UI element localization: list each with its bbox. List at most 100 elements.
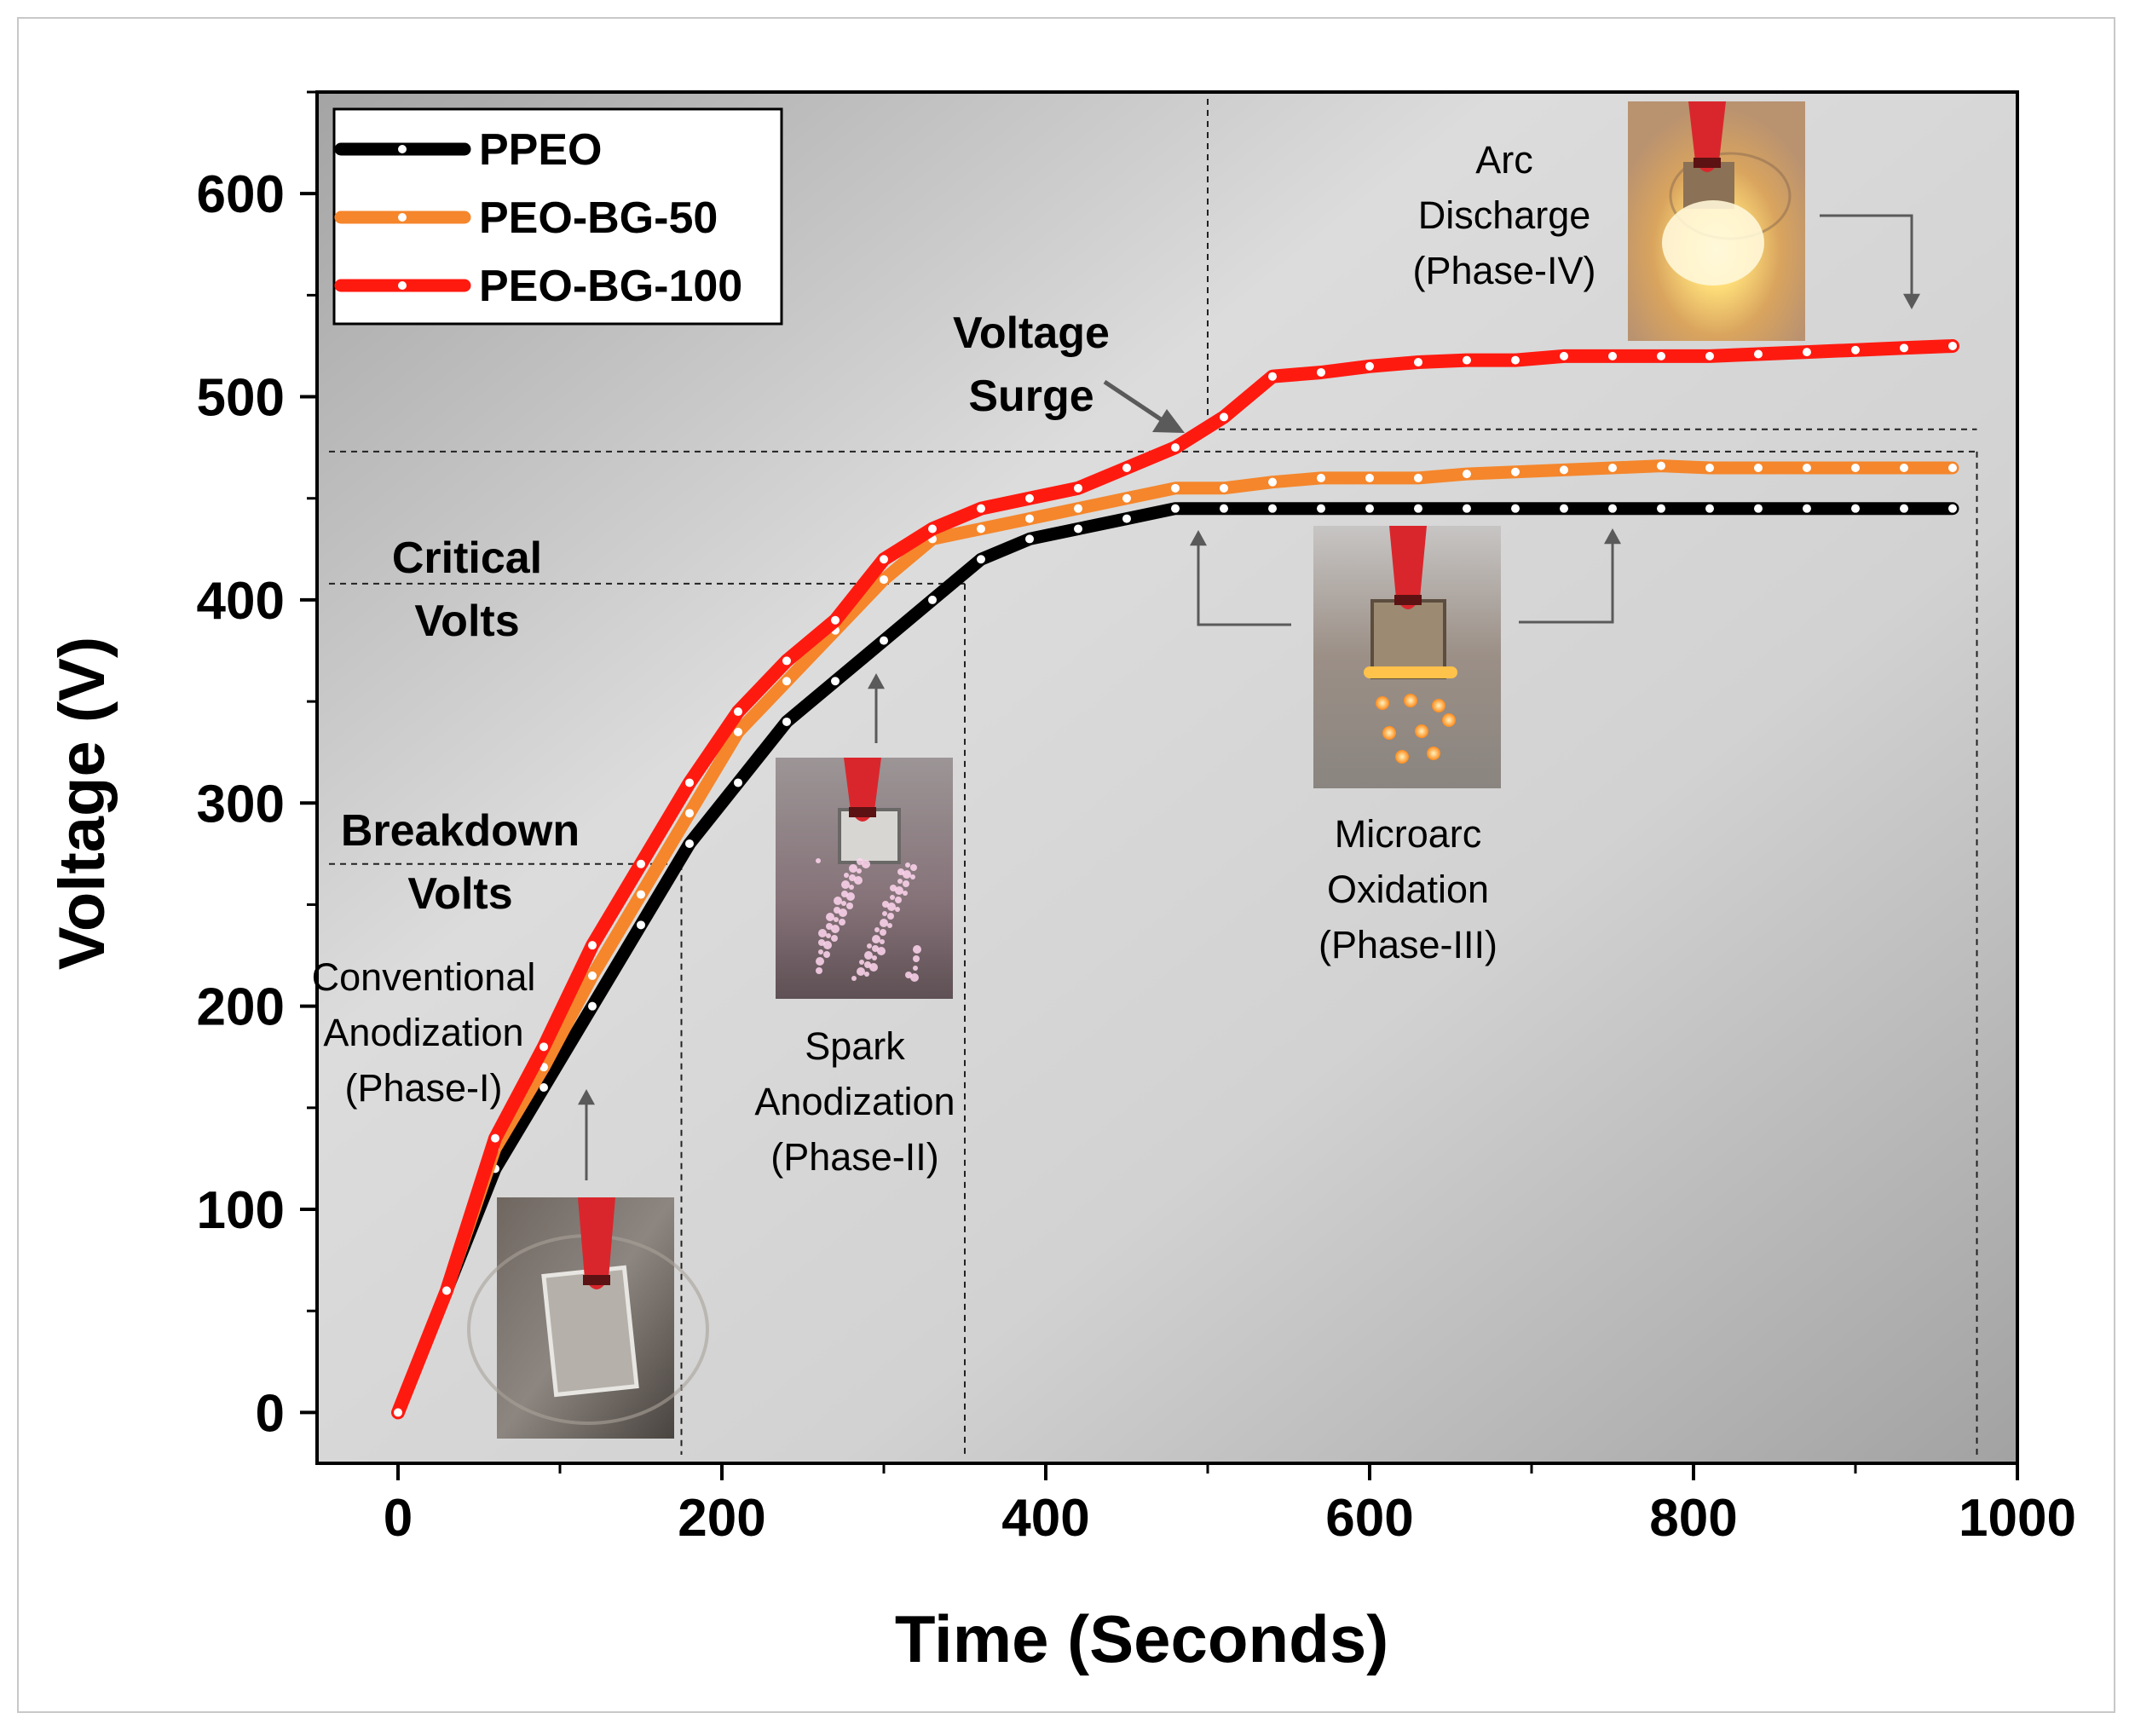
data-point [540,1083,548,1093]
phase-1-photo [467,1197,709,1439]
axes: 0 200 400 600 800 1000 0 100 200 300 400 500 600 Time… [46,90,2076,1676]
data-point [1560,351,1568,360]
x-tick-label: 600 [1325,1489,1413,1548]
data-point [442,1286,451,1295]
arrow-head-icon [1903,293,1920,309]
data-point [1754,504,1763,513]
data-point [782,717,791,726]
data-point [1122,514,1131,523]
data-point [1803,348,1811,357]
data-point [1171,443,1180,453]
data-point [1948,341,1957,350]
data-point [1463,504,1471,513]
legend-marker [398,213,407,222]
figure-frame [17,17,2115,1713]
phase-2-photo [776,758,953,999]
legend-marker [398,145,407,153]
data-point [1511,504,1520,513]
data-point [782,677,791,686]
phase-2-label-line: (Phase-II) [770,1135,939,1179]
legend-entry-peo-bg-50: PEO-BG-50 [334,193,718,243]
legend-marker [398,281,407,290]
data-point [685,809,694,818]
legend-label: PEO-BG-100 [479,262,742,311]
data-point [1268,504,1277,513]
data-point [1851,345,1860,355]
data-point [1025,493,1034,503]
annotations: Breakdown Volts Critical Volts Voltage Surge C… [312,138,1920,1180]
data-point [1705,351,1714,360]
arrow-head-icon [1604,528,1621,545]
data-point [1948,463,1957,472]
data-point [1803,504,1811,513]
data-point [1560,465,1568,475]
data-point [1705,504,1714,513]
data-point [540,1042,548,1052]
data-point [1220,483,1228,493]
data-point [1074,483,1082,493]
x-tick-label: 400 [1001,1489,1089,1548]
phase-1-arrow [578,1089,595,1180]
data-point [1900,504,1908,513]
data-point [831,677,840,686]
phase-1-label-line: Conventional [312,955,536,999]
data-point [1657,351,1665,360]
data-point [1803,463,1811,472]
phase-4-label-line: Arc [1475,138,1533,182]
arrow-head-icon [1190,530,1207,546]
critical-volts-label-line: Critical [392,533,542,583]
series-peo-bg-100 [391,339,1959,1420]
phase-3-label-line: Oxidation [1327,868,1489,911]
x-tick-label: 200 [678,1489,765,1548]
phase-1-label: Conventional Anodization (Phase-I) [312,955,536,1110]
y-tick-label: 100 [197,1181,285,1240]
plot-border [315,90,2019,1465]
data-point [1317,504,1325,513]
data-point [977,555,985,564]
data-point [1463,355,1471,365]
x-tick-label: 0 [384,1489,413,1548]
data-point [1705,463,1714,472]
data-point [1754,349,1763,359]
arrow-head-icon [1152,409,1185,433]
y-tick-label: 300 [197,775,285,833]
data-point [588,1001,597,1011]
data-point [588,971,597,980]
data-point [1657,504,1665,513]
data-point [1074,524,1082,533]
data-point [1268,477,1277,487]
legend-entry-peo-bg-100: PEO-BG-100 [334,262,742,311]
phase-3-label-line: Microarc [1335,812,1482,856]
data-point [637,920,645,930]
data-point [928,524,937,533]
data-point [1317,367,1325,377]
process-photos [467,101,1805,1439]
phase-2-label-line: Spark [805,1024,905,1068]
arrow-head-icon [578,1089,595,1105]
data-point [1414,358,1422,367]
y-axis-label: Voltage (V) [46,637,118,970]
phase-4-photo [1628,101,1805,341]
phase-4-arrow [1820,214,1920,309]
clip-probe-icon [1688,101,1726,172]
legend: PPEO PEO-BG-50 PEO-BG-100 [332,107,783,326]
data-point [880,575,888,585]
series-peo-bg-50 [391,459,1959,1419]
phase-3-photo [1313,526,1501,788]
data-point [588,941,597,950]
data-point [685,839,694,848]
data-point [1511,467,1520,476]
voltage-surge-label-line: Voltage [953,309,1110,358]
y-tick-label: 400 [197,572,285,631]
data-point [1754,463,1763,472]
data-point [1365,504,1374,513]
phase-2-arrow [868,673,885,743]
data-series [391,339,1959,1420]
data-point [1851,463,1860,472]
phase-4-label-line: Discharge [1418,193,1591,237]
clip-probe-icon [844,758,881,822]
clip-probe-icon [578,1197,615,1289]
y-tick-label: 200 [197,978,285,1037]
data-point [977,504,985,513]
data-point [1851,504,1860,513]
